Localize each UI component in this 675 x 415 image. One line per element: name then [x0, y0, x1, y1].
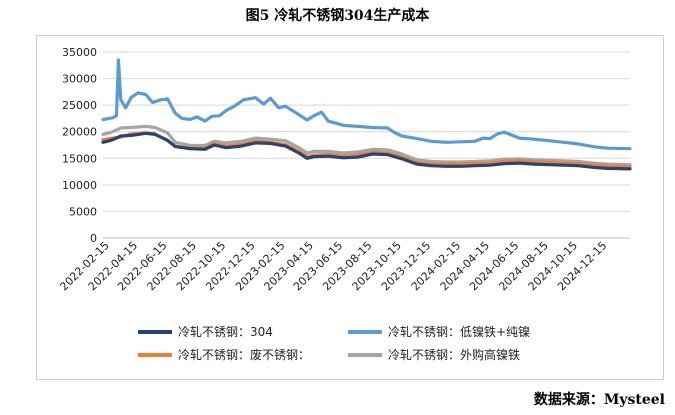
series-line-1: [101, 58, 632, 151]
series-line-0: [101, 131, 632, 171]
legend-label: 冷轧不锈钢：304: [178, 325, 273, 339]
legend-label: 冷轧不锈钢：低镍铁+纯镍: [388, 325, 530, 339]
y-tick-label: 35000: [62, 46, 97, 59]
y-tick-label: 20000: [62, 126, 97, 139]
chart-title: 图5 冷轧不锈钢304生产成本: [245, 8, 430, 24]
data-source: 数据来源：Mysteel: [533, 392, 665, 408]
y-tick-label: 15000: [62, 152, 97, 165]
y-tick-label: 30000: [62, 73, 97, 86]
legend-label: 冷轧不锈钢：废不锈钢：: [178, 347, 310, 362]
chart-frame: [36, 35, 664, 380]
y-tick-label: 0: [90, 232, 97, 245]
y-tick-label: 25000: [62, 99, 97, 112]
y-tick-label: 5000: [69, 205, 97, 218]
series-line-3: [101, 124, 632, 167]
legend-label: 冷轧不锈钢：外购高镍铁: [388, 347, 520, 362]
y-tick-label: 10000: [62, 179, 97, 192]
